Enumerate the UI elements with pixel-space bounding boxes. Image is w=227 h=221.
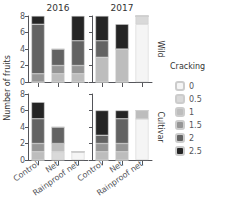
- svg-text:1.5: 1.5: [189, 121, 202, 130]
- svg-text:Cracking: Cracking: [170, 62, 205, 71]
- svg-text:4: 4: [20, 45, 25, 54]
- svg-text:2: 2: [20, 139, 25, 148]
- svg-text:2: 2: [20, 61, 25, 70]
- svg-text:Control: Control: [76, 159, 105, 183]
- svg-text:1: 1: [189, 108, 194, 117]
- svg-text:2017: 2017: [111, 3, 134, 13]
- svg-text:Wild: Wild: [156, 40, 165, 57]
- svg-text:6: 6: [20, 106, 25, 115]
- svg-text:2.5: 2.5: [189, 147, 202, 156]
- svg-text:0: 0: [20, 156, 25, 165]
- svg-text:4: 4: [20, 123, 25, 132]
- svg-text:6: 6: [20, 28, 25, 37]
- svg-text:2016: 2016: [47, 3, 70, 13]
- svg-text:2: 2: [189, 134, 194, 143]
- svg-text:Rainproof net: Rainproof net: [95, 159, 144, 197]
- svg-text:0: 0: [189, 82, 194, 91]
- svg-text:Net: Net: [107, 159, 125, 175]
- svg-text:0: 0: [20, 78, 25, 87]
- svg-text:Number of fruits: Number of fruits: [3, 55, 12, 121]
- svg-text:8: 8: [20, 12, 25, 21]
- svg-text:Control: Control: [12, 159, 41, 183]
- svg-text:Net: Net: [43, 159, 61, 175]
- svg-text:0.5: 0.5: [189, 95, 202, 104]
- svg-text:8: 8: [20, 90, 25, 99]
- svg-text:Rainproof net: Rainproof net: [31, 159, 80, 197]
- svg-text:Cultivar: Cultivar: [156, 111, 165, 143]
